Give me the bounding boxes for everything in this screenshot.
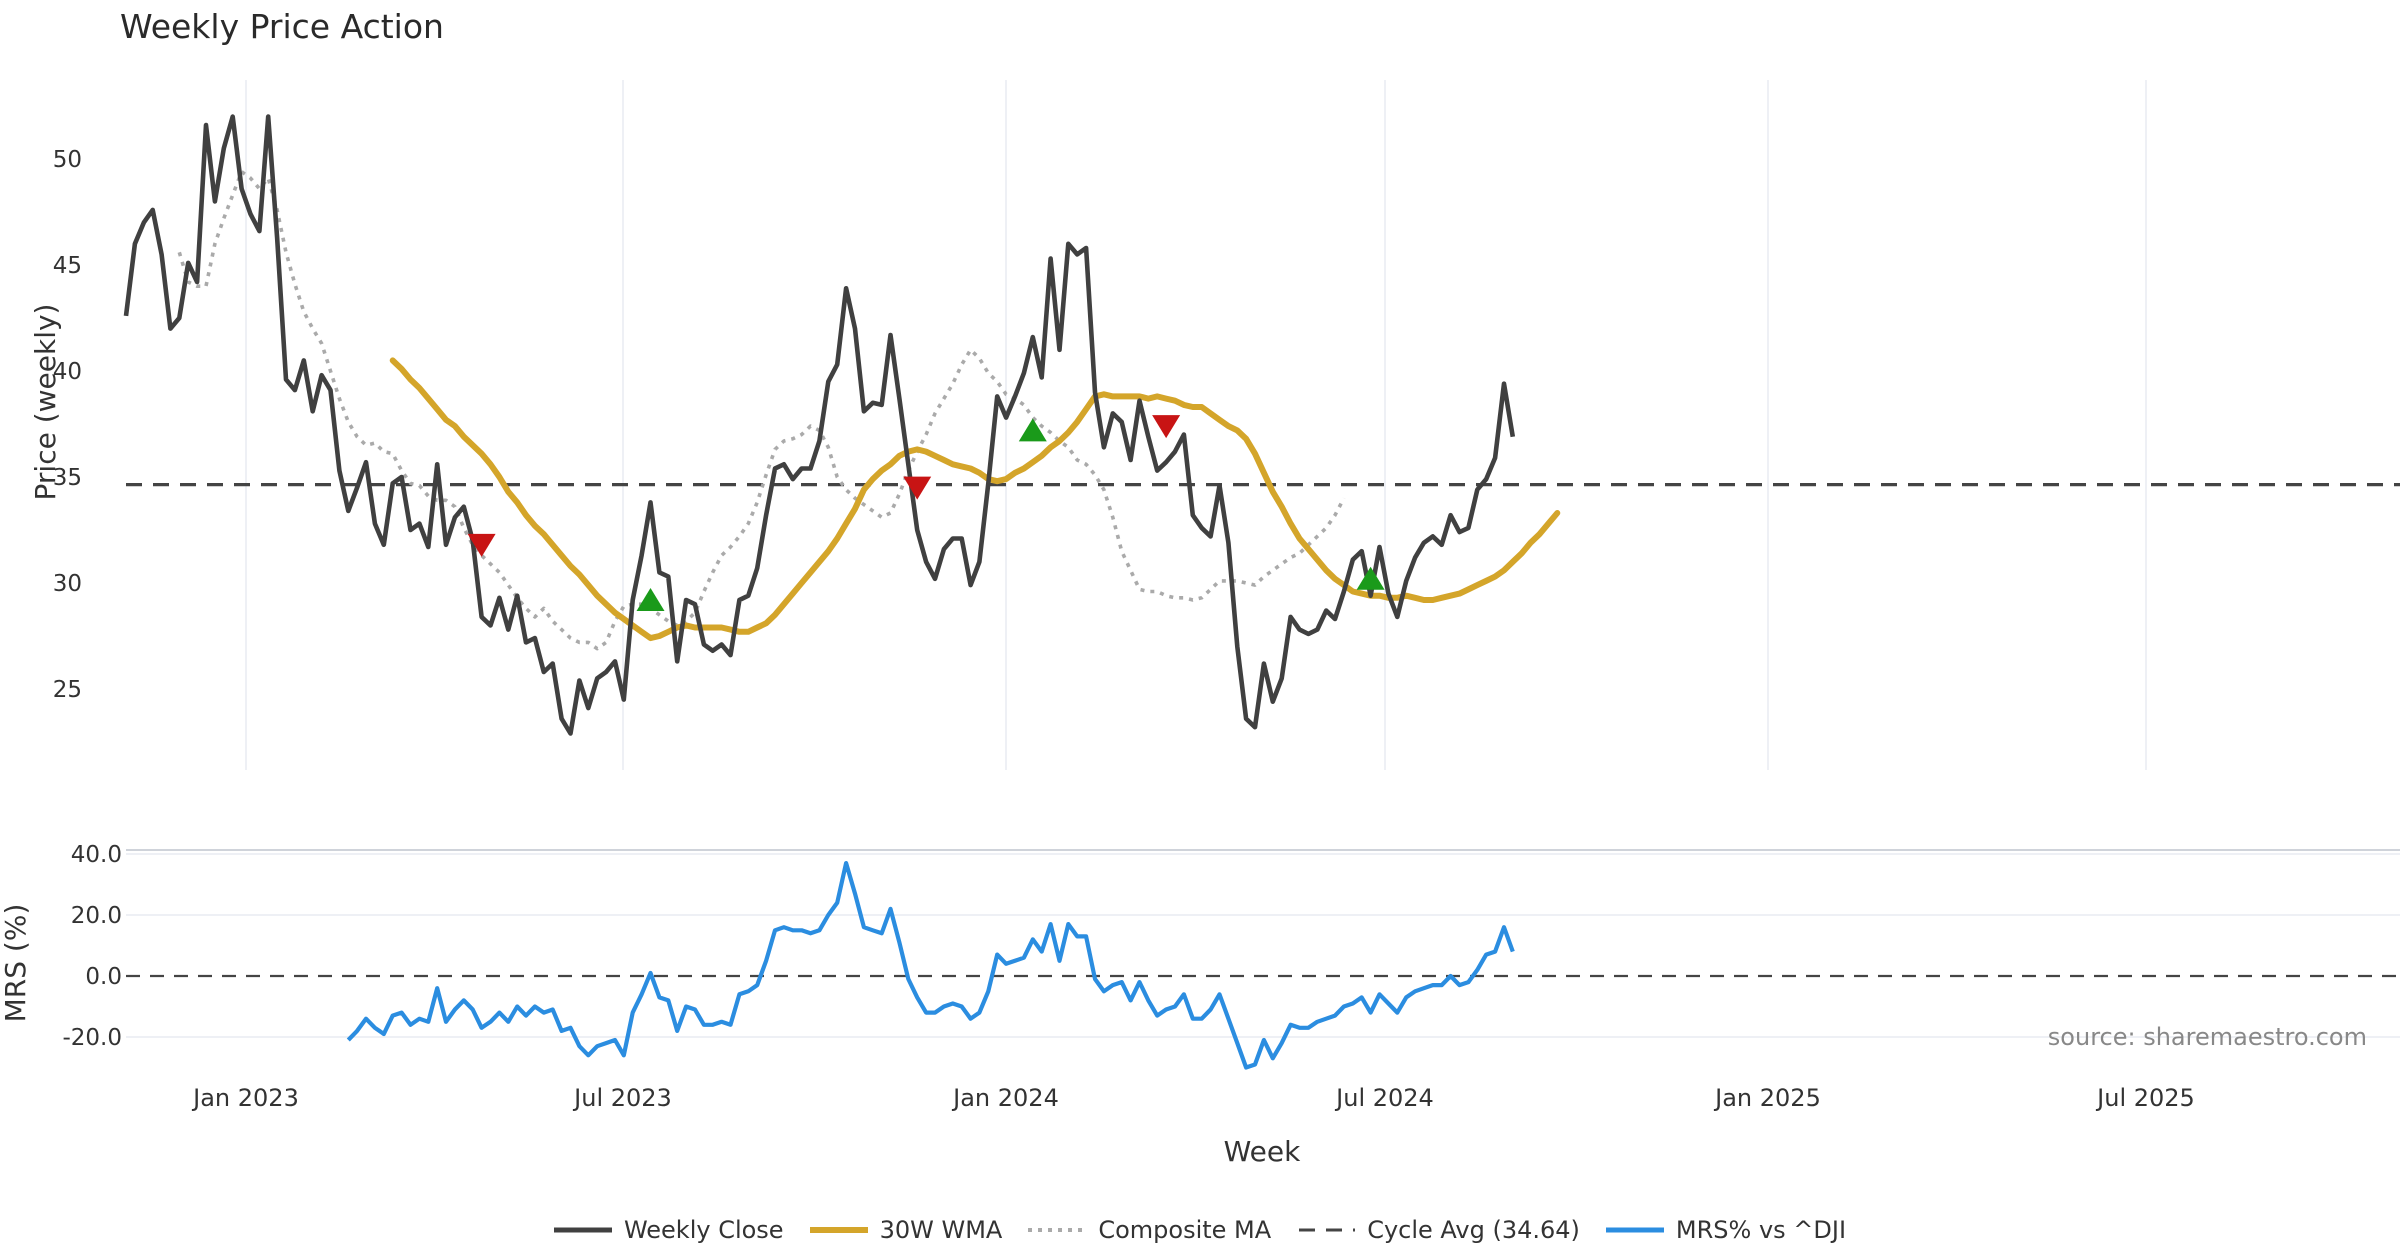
legend-label: MRS% vs ^DJI [1675, 1216, 1847, 1244]
legend-swatch [1297, 1223, 1356, 1237]
mrs-y-tick-label: 40.0 [71, 842, 122, 868]
mrs-y-axis-label: MRS (%) [0, 904, 32, 1023]
buy-signal-marker [636, 587, 665, 611]
sell-signal-marker [1152, 415, 1181, 439]
chart-svg: Weekly Price Action Price (weekly) MRS (… [0, 7, 2400, 1168]
chart-title: Weekly Price Action [120, 7, 444, 46]
price-y-tick-label: 45 [53, 253, 82, 279]
buy-signal-marker [1356, 566, 1385, 590]
legend: Weekly Close 30W WMA Composite MA Cycle … [0, 1210, 2400, 1250]
mrs-panel-gridlines [126, 849, 2400, 1038]
source-annotation: source: sharemaestro.com [2048, 1023, 2367, 1051]
price-panel-gridlines [245, 80, 2147, 770]
x-tick-labels: Jan 2023 Jul 2023 Jan 2024 Jul 2024 Jan … [191, 1084, 2195, 1112]
legend-label: Composite MA [1098, 1216, 1272, 1244]
legend-swatch [809, 1223, 868, 1237]
legend-label: 30W WMA [879, 1216, 1003, 1244]
legend-swatch [1028, 1223, 1087, 1237]
mrs-y-tick-label: 20.0 [71, 903, 122, 929]
x-tick-label: Jul 2023 [572, 1084, 672, 1112]
legend-item-composite-ma: Composite MA [1028, 1216, 1271, 1244]
legend-item-cycle-avg: Cycle Avg (34.64) [1297, 1216, 1580, 1244]
price-y-tick-label: 40 [53, 359, 82, 385]
mrs-y-tick-label: -20.0 [62, 1025, 122, 1051]
price-y-tick-label: 30 [53, 571, 82, 597]
x-axis-label: Week [1224, 1135, 1301, 1168]
legend-item-wma: 30W WMA [809, 1216, 1003, 1244]
price-y-tick-label: 25 [53, 677, 82, 703]
price-y-tick-labels: 25 30 35 40 45 50 [53, 147, 82, 703]
weekly-close-line [123, 114, 1516, 736]
sell-signal-marker [903, 476, 932, 500]
price-y-tick-label: 50 [53, 147, 82, 173]
x-tick-label: Jan 2024 [951, 1084, 1059, 1112]
buy-signal-marker [1018, 418, 1047, 442]
mrs-y-tick-labels: 40.0 20.0 0.0 -20.0 [62, 842, 122, 1051]
legend-item-weekly-close: Weekly Close [553, 1216, 784, 1244]
sell-signal-marker [467, 533, 496, 557]
price-y-axis-label: Price (weekly) [29, 304, 62, 501]
mrs-line [346, 861, 1515, 1070]
x-tick-label: Jul 2024 [1334, 1084, 1434, 1112]
x-tick-label: Jan 2023 [191, 1084, 299, 1112]
x-tick-label: Jul 2025 [2095, 1084, 2195, 1112]
legend-swatch [1605, 1223, 1664, 1237]
legend-swatch [553, 1223, 612, 1237]
legend-label: Cycle Avg (34.64) [1367, 1216, 1580, 1244]
legend-item-mrs: MRS% vs ^DJI [1605, 1216, 1847, 1244]
x-tick-label: Jan 2025 [1713, 1084, 1821, 1112]
wma-30w-line [389, 357, 1561, 642]
signal-markers [467, 415, 1385, 611]
mrs-y-tick-label: 0.0 [85, 964, 122, 990]
price-y-tick-label: 35 [53, 465, 82, 491]
legend-label: Weekly Close [623, 1216, 784, 1244]
composite-ma-line [177, 169, 1346, 651]
